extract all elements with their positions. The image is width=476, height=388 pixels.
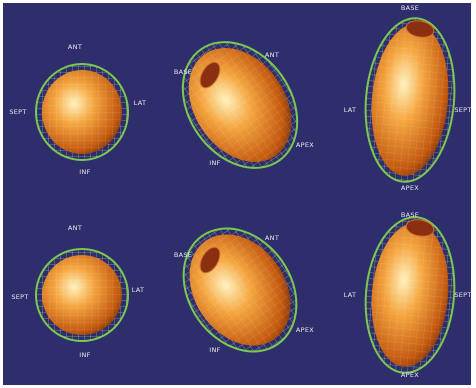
orientation-label: APEX: [296, 141, 314, 149]
orientation-label: LAT: [344, 106, 357, 114]
orientation-label: SEPT: [454, 291, 471, 299]
orientation-label: APEX: [296, 326, 314, 334]
ventricle-grid: [42, 70, 122, 154]
orientation-label: SEPT: [454, 106, 471, 114]
orientation-label: ANT: [68, 43, 82, 51]
orientation-label: BASE: [401, 211, 419, 219]
orientation-label: BASE: [174, 251, 192, 259]
ventricle-grid: [42, 255, 122, 335]
orientation-label: LAT: [134, 99, 147, 107]
orientation-label: APEX: [401, 184, 419, 192]
orientation-label: INF: [209, 159, 220, 167]
orientation-label: BASE: [401, 4, 419, 12]
orientation-label: LAT: [344, 291, 357, 299]
orientation-label: ANT: [265, 51, 279, 59]
orientation-label: ANT: [68, 224, 82, 232]
orientation-label: ANT: [265, 234, 279, 242]
heart-figure: ANT SEPT LAT INF BASE ANT INF APEX BASE LAT SEPT AP…: [0, 0, 476, 388]
orientation-label: INF: [79, 351, 90, 359]
orientation-label: SEPT: [11, 293, 28, 301]
orientation-label: SEPT: [9, 108, 26, 116]
orientation-label: INF: [209, 346, 220, 354]
orientation-label: LAT: [132, 286, 145, 294]
orientation-label: BASE: [174, 68, 192, 76]
orientation-label: INF: [79, 168, 90, 176]
orientation-label: APEX: [401, 371, 419, 379]
